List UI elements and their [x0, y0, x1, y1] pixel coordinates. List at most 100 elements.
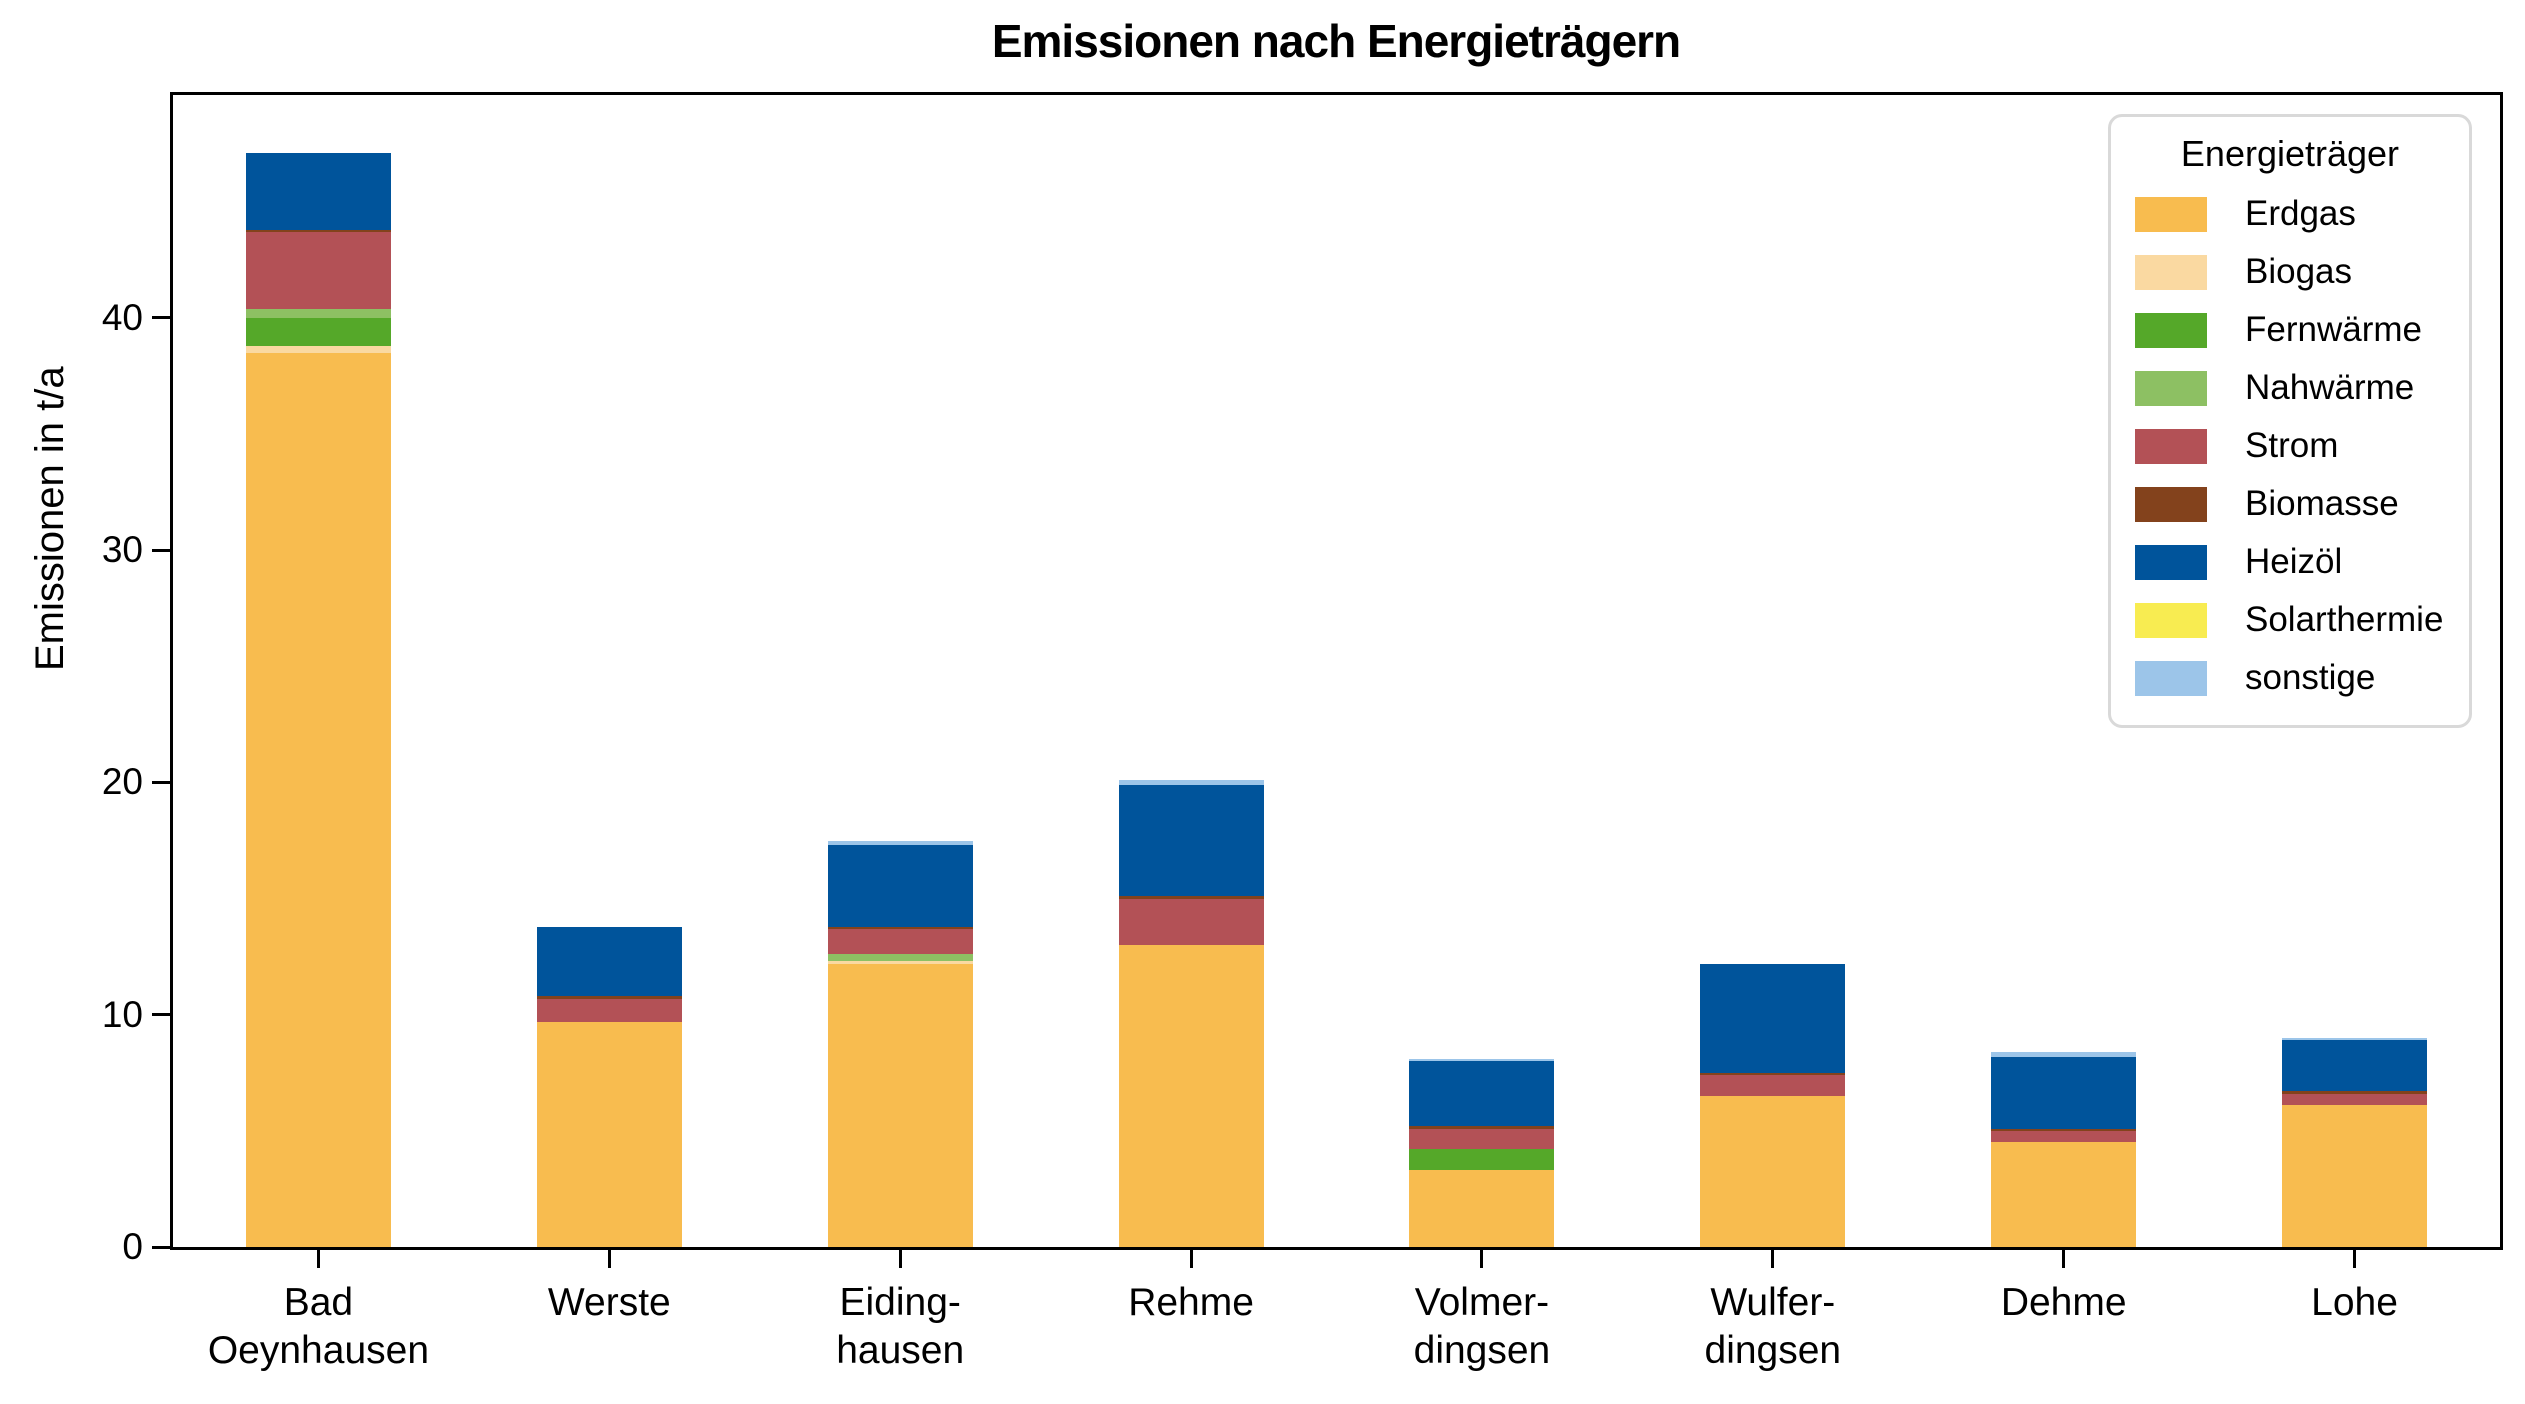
legend-item-label: Erdgas: [2245, 194, 2356, 233]
bar-segment-sonstige: [1991, 1051, 2137, 1057]
bar-segment-biomasse: [1118, 896, 1264, 899]
y-tick-label: 10: [101, 993, 143, 1035]
x-tick-label-line: Wulfer-: [1710, 1281, 1836, 1324]
bar-segment-strom: [827, 928, 973, 955]
x-tick-label-line: Volmer-: [1414, 1281, 1550, 1324]
legend-swatch-icon: [2135, 660, 2207, 696]
legend-item-label: Heizöl: [2245, 542, 2343, 581]
legend-item-label: Biogas: [2245, 252, 2353, 291]
bar-segment-strom: [245, 232, 391, 309]
bar-segment-erdgas: [245, 352, 391, 1247]
bar-segment-erdgas: [1991, 1142, 2137, 1247]
x-tick-label-line: Dehme: [2000, 1281, 2127, 1324]
legend-item-label: Nahwärme: [2245, 368, 2415, 407]
x-tick-label: Volmer-dingsen: [1312, 1279, 1652, 1374]
y-tick: [152, 316, 170, 320]
bar-segment-heizl: [1700, 963, 1846, 1073]
y-tick: [152, 1013, 170, 1017]
x-tick: [1189, 1250, 1193, 1268]
bar-werste: [536, 926, 682, 1247]
x-tick-label-line: dingsen: [1413, 1328, 1551, 1372]
bar-segment-heizl: [1409, 1061, 1555, 1127]
bar-rehme: [1118, 780, 1264, 1247]
x-tick: [2353, 1250, 2357, 1268]
bar-segment-sonstige: [1409, 1058, 1555, 1062]
x-tick-label-line: Werste: [547, 1281, 671, 1324]
bar-badoeynhausen: [245, 153, 391, 1247]
legend-swatch-icon: [2135, 602, 2207, 638]
legend-swatch-icon: [2135, 312, 2207, 348]
bar-segment-biomasse: [827, 926, 973, 929]
bar-segment-biomasse: [536, 996, 682, 999]
bar-segment-erdgas: [2282, 1105, 2428, 1247]
bar-eidinghausen: [827, 840, 973, 1247]
bar-segment-biomasse: [245, 229, 391, 233]
x-tick: [1480, 1250, 1484, 1268]
bar-segment-nahwrme: [827, 954, 973, 962]
bar-segment-strom: [1409, 1128, 1555, 1150]
y-tick: [152, 548, 170, 552]
legend-item-nahwrme: Nahwärme: [2135, 359, 2445, 417]
x-tick-label: Rehme: [1021, 1279, 1361, 1327]
bar-segment-biomasse: [1700, 1072, 1846, 1076]
legend-item-biomasse: Biomasse: [2135, 475, 2445, 533]
y-tick-label: 20: [101, 761, 143, 803]
chart-title: Emissionen nach Energieträgern: [991, 15, 1681, 67]
x-tick-label: Wulfer-dingsen: [1603, 1279, 1943, 1374]
bar-segment-strom: [536, 998, 682, 1022]
bar-segment-biomasse: [1991, 1128, 2137, 1131]
bar-segment-heizl: [1118, 784, 1264, 897]
bar-segment-heizl: [2282, 1040, 2428, 1092]
bar-segment-sonstige: [827, 840, 973, 846]
bar-segment-heizl: [827, 845, 973, 927]
x-tick-label-line: Bad: [283, 1281, 354, 1324]
bar-segment-strom: [2282, 1093, 2428, 1106]
bar-segment-biomasse: [1409, 1126, 1555, 1129]
legend-item-label: Solarthermie: [2245, 600, 2444, 639]
bar-segment-strom: [1991, 1130, 2137, 1143]
x-tick-label: Lohe: [2185, 1279, 2525, 1327]
legend-item-fernwrme: Fernwärme: [2135, 301, 2445, 359]
bar-segment-nahwrme: [245, 308, 391, 318]
x-tick: [607, 1250, 611, 1268]
legend-swatch-icon: [2135, 486, 2207, 522]
legend: Energieträger Erdgas Biogas Fernwärme Nahwä…: [2108, 114, 2472, 728]
y-tick-label: 0: [122, 1226, 143, 1267]
bar-lohe: [2282, 1038, 2428, 1247]
x-tick-label: Werste: [439, 1279, 779, 1327]
bar-segment-erdgas: [1409, 1170, 1555, 1247]
bar-segment-biogas: [245, 345, 391, 353]
bar-segment-erdgas: [536, 1021, 682, 1247]
bar-segment-strom: [1700, 1075, 1846, 1097]
legend-item-label: sonstige: [2245, 658, 2376, 697]
legend-item-erdgas: Erdgas: [2135, 185, 2445, 243]
bar-segment-biogas: [827, 961, 973, 964]
bar-segment-fernwrme: [1409, 1149, 1555, 1171]
legend-item-heizl: Heizöl: [2135, 533, 2445, 591]
legend-swatch-icon: [2135, 428, 2207, 464]
bar-dehme: [1991, 1051, 2137, 1247]
legend-title: Energieträger: [2180, 133, 2400, 174]
legend-swatch-icon: [2135, 544, 2207, 580]
x-tick-label: Bad Oeynhausen: [148, 1279, 488, 1374]
bar-segment-heizl: [1991, 1056, 2137, 1129]
y-tick-label: 30: [101, 529, 143, 571]
bar-segment-heizl: [245, 153, 391, 230]
legend-item-label: Strom: [2245, 426, 2339, 465]
legend-items: Erdgas Biogas Fernwärme Nahwärme Strom Biomas…: [2135, 185, 2445, 707]
legend-item-sonstige: sonstige: [2135, 649, 2445, 707]
x-tick-label: Eiding-hausen: [730, 1279, 1070, 1374]
x-tick-label-line: Oeynhausen: [207, 1328, 430, 1372]
legend-item-biogas: Biogas: [2135, 243, 2445, 301]
x-tick-label-line: dingsen: [1704, 1328, 1842, 1372]
x-tick-label-line: Eiding-: [839, 1281, 961, 1324]
x-tick-label-line: Rehme: [1128, 1281, 1254, 1324]
legend-item-label: Fernwärme: [2245, 310, 2422, 349]
bar-segment-erdgas: [1700, 1096, 1846, 1247]
bar-segment-fernwrme: [245, 318, 391, 346]
legend-swatch-icon: [2135, 254, 2207, 290]
bar-segment-erdgas: [1118, 945, 1264, 1247]
legend-swatch-icon: [2135, 370, 2207, 406]
y-axis-label: Emissionen in t/a: [28, 366, 72, 671]
bar-wulferdingsen: [1700, 963, 1846, 1247]
